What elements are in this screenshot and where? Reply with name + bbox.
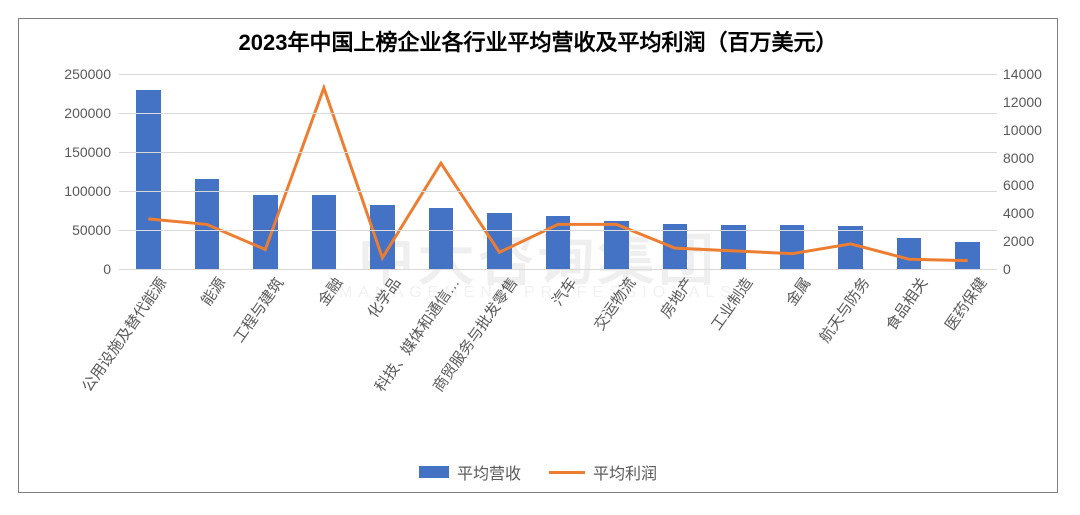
grid-line	[119, 113, 997, 114]
x-axis-label: 房地产	[655, 273, 698, 322]
line-layer	[119, 74, 997, 269]
y-left-tick-label: 0	[51, 261, 111, 277]
y-right-tick-label: 6000	[1003, 177, 1053, 193]
grid-line	[119, 191, 997, 192]
y-left-tick-label: 200000	[51, 105, 111, 121]
plot-area: 0500001000001500002000002500000200040006…	[119, 74, 997, 269]
y-right-tick-label: 4000	[1003, 205, 1053, 221]
x-axis-label: 汽车	[547, 273, 581, 310]
grid-line	[119, 152, 997, 153]
y-right-tick-label: 8000	[1003, 150, 1053, 166]
x-axis-label: 公用设施及替代能源	[77, 273, 172, 396]
legend-line-label: 平均利润	[593, 460, 657, 484]
x-axis-label: 食品相关	[881, 273, 933, 334]
grid-line	[119, 74, 997, 75]
x-axis-label: 交运物流	[588, 273, 640, 334]
bar-swatch-icon	[419, 466, 449, 478]
grid-line	[119, 230, 997, 231]
x-axis-label: 化学品	[363, 273, 406, 322]
y-right-tick-label: 0	[1003, 261, 1053, 277]
legend: 平均营收 平均利润	[19, 460, 1057, 484]
x-axis-label: 能源	[196, 273, 230, 310]
y-left-tick-label: 50000	[51, 222, 111, 238]
y-right-tick-label: 10000	[1003, 122, 1053, 138]
x-axis-label: 金融	[313, 273, 347, 310]
y-left-tick-label: 250000	[51, 66, 111, 82]
chart-container: 中大咨询集团 MANAGEMENT PROFESSIONALS 2023年中国上…	[18, 18, 1058, 493]
legend-item-line: 平均利润	[549, 460, 657, 484]
x-axis-label: 金属	[781, 273, 815, 310]
y-left-tick-label: 100000	[51, 183, 111, 199]
x-axis-label: 工业制造	[705, 273, 757, 334]
legend-bar-label: 平均营收	[457, 460, 521, 484]
legend-item-bar: 平均营收	[419, 460, 521, 484]
y-right-tick-label: 12000	[1003, 94, 1053, 110]
x-axis-label: 航天与防务	[814, 273, 874, 346]
x-axis-label: 医药保健	[939, 273, 991, 334]
y-right-tick-label: 14000	[1003, 66, 1053, 82]
chart-title: 2023年中国上榜企业各行业平均营收及平均利润（百万美元）	[19, 25, 1057, 57]
x-axis-label: 工程与建筑	[228, 273, 288, 346]
x-axis-labels: 公用设施及替代能源能源工程与建筑金融化学品科技、媒体和通信…商贸服务与批发零售汽…	[119, 273, 997, 443]
y-left-tick-label: 150000	[51, 144, 111, 160]
line-swatch-icon	[549, 471, 585, 474]
y-right-tick-label: 2000	[1003, 233, 1053, 249]
grid-line	[119, 269, 997, 270]
